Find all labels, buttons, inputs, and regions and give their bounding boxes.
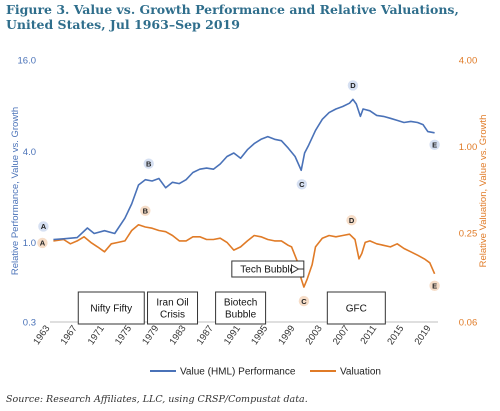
point-label-letter: E bbox=[432, 281, 437, 290]
point-label-letter: E bbox=[432, 140, 437, 149]
x-tick-label: 2007 bbox=[331, 323, 352, 347]
x-tick-label: 2003 bbox=[304, 323, 325, 347]
point-label-letter: C bbox=[301, 297, 307, 306]
point-label-marker bbox=[429, 280, 440, 291]
point-label-letter: B bbox=[146, 159, 152, 168]
point-label-letter: C bbox=[299, 180, 305, 189]
legend-label-valuation: Valuation bbox=[340, 367, 381, 378]
y-left-tick-label: 4.0 bbox=[23, 147, 36, 158]
legend: Value (HML) Performance Valuation bbox=[150, 367, 381, 378]
x-tick-label: 1975 bbox=[113, 323, 134, 347]
x-tick-label: 2015 bbox=[385, 323, 406, 347]
point-label-marker bbox=[347, 80, 359, 91]
annotation-text: GFC bbox=[346, 304, 367, 315]
source-note: Source: Research Affiliates, LLC, using … bbox=[6, 394, 308, 405]
y-left-tick-label: 0.3 bbox=[23, 318, 36, 329]
series-line-valuation bbox=[53, 224, 436, 288]
y-left-tick-label: 1.0 bbox=[23, 238, 36, 249]
annotation-box bbox=[147, 291, 199, 325]
annotation-text: Biotech bbox=[224, 298, 257, 309]
x-tick-label: 1983 bbox=[167, 323, 188, 347]
x-tick-label: 1999 bbox=[276, 323, 297, 347]
series-layer bbox=[53, 98, 436, 288]
point-label-marker bbox=[37, 237, 48, 249]
annotation-text: Bubble bbox=[225, 310, 257, 321]
point-label-letter: A bbox=[41, 222, 47, 231]
x-tick-label: 1967 bbox=[59, 323, 80, 347]
x-tick-label: 1979 bbox=[140, 323, 161, 347]
point-labels: A B C D E A B C D E bbox=[37, 80, 440, 307]
point-label-marker bbox=[346, 215, 357, 226]
annotation-box bbox=[77, 291, 145, 325]
x-tick-label: 1991 bbox=[222, 323, 243, 347]
point-label-letter: A bbox=[40, 239, 46, 248]
point-label-letter: B bbox=[143, 206, 149, 215]
annotation-text: Tech Bubble bbox=[240, 265, 295, 276]
point-label-marker bbox=[429, 139, 440, 150]
point-label-letter: D bbox=[349, 216, 355, 225]
y-right-axis-label: Relative Valuation, Value vs. Growth bbox=[478, 115, 489, 268]
point-label-marker bbox=[298, 295, 310, 307]
x-tick-label: 1995 bbox=[249, 323, 270, 347]
legend-label-value-performance: Value (HML) Performance bbox=[180, 367, 296, 378]
x-tick-label: 2019 bbox=[413, 323, 434, 347]
point-label-marker bbox=[140, 205, 151, 216]
y-left-axis-label: Relative Performance, Value vs. Growth bbox=[10, 107, 21, 275]
point-label-marker bbox=[143, 158, 154, 169]
annotation-box bbox=[215, 291, 267, 325]
y-right-tick-label: 1.00 bbox=[459, 142, 478, 153]
y-right-tick-label: 0.06 bbox=[459, 318, 478, 329]
point-label-marker bbox=[38, 221, 49, 232]
annotation-box bbox=[326, 291, 386, 325]
series-line-value-performance bbox=[53, 98, 435, 241]
y-right-tick-label: 4.00 bbox=[459, 56, 478, 67]
y-right-tick-label: 0.25 bbox=[459, 228, 478, 239]
y-left-tick-label: 16.0 bbox=[18, 56, 37, 67]
annotation-text: Iran Oil bbox=[156, 298, 188, 309]
x-tick-label: 2011 bbox=[358, 323, 379, 346]
annotation-arrowhead bbox=[290, 264, 300, 274]
point-label-letter: D bbox=[350, 81, 356, 90]
x-tick-label: 1971 bbox=[86, 323, 107, 347]
chart-title: Figure 3. Value vs. Growth Performance a… bbox=[6, 2, 459, 32]
x-tick-label: 1987 bbox=[195, 323, 216, 347]
annotation-text: Crisis bbox=[160, 310, 185, 321]
point-label-marker bbox=[296, 179, 308, 190]
annotation-text: Nifty Fifty bbox=[90, 304, 132, 315]
